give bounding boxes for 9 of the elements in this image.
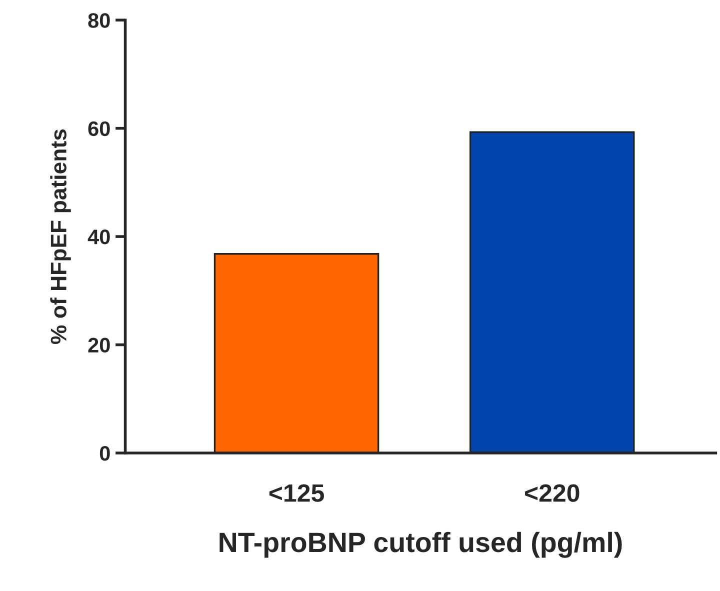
x-tick-label: <125 <box>269 484 324 502</box>
y-axis-title: % of HFpEF patients <box>50 129 71 344</box>
y-tick-label: 80 <box>88 13 110 28</box>
x-axis-title: NT-proBNP cutoff used (pg/ml) <box>220 532 622 558</box>
x-tick-label: <220 <box>525 484 580 502</box>
y-tick-label: 20 <box>88 338 110 353</box>
y-tick-label: 60 <box>88 121 110 136</box>
y-tick-label: 40 <box>88 230 110 244</box>
y-tick-label: 0 <box>100 446 110 461</box>
